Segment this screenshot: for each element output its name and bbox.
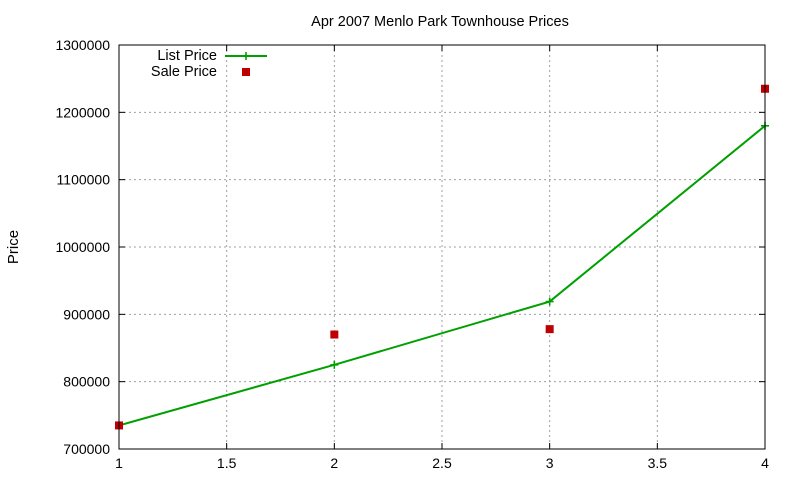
- legend-label-sale-price: Sale Price: [151, 64, 217, 80]
- y-axis-label: Price: [5, 230, 22, 264]
- x-tick-label: 1: [115, 455, 123, 471]
- y-tick-label: 1000000: [55, 239, 110, 255]
- x-tick-label: 3: [546, 455, 554, 471]
- x-tick-label: 3.5: [648, 455, 668, 471]
- legend-marker: [242, 68, 250, 76]
- legend-label-list-price: List Price: [157, 48, 217, 64]
- data-point-list-price: [545, 297, 554, 306]
- data-point-sale-price: [330, 330, 339, 339]
- y-tick-label: 1200000: [55, 104, 110, 120]
- legend-key-list-price: [225, 52, 267, 60]
- plot-border: [118, 44, 766, 450]
- x-tick-label: 2.5: [432, 455, 452, 471]
- data-point-list-price: [330, 360, 339, 369]
- x-tick-label: 1.5: [217, 455, 237, 471]
- grid-lines: [119, 45, 765, 449]
- chart-title: Apr 2007 Menlo Park Townhouse Prices: [311, 14, 569, 30]
- x-tick-label: 4: [761, 455, 769, 471]
- y-tick-label: 1100000: [57, 172, 111, 188]
- legend: List Price Sale Price: [151, 48, 267, 80]
- y-tick-label: 1300000: [55, 37, 110, 53]
- y-tick-label: 900000: [63, 306, 110, 322]
- y-tick-label: 700000: [63, 441, 110, 457]
- series-line-list-price: [118, 125, 766, 427]
- y-axis-ticks: 700000 800000 900000 1000000 1100000 1200000 1…: [55, 37, 765, 457]
- x-tick-label: 2: [330, 455, 338, 471]
- data-point-sale-price: [545, 325, 554, 334]
- legend-marker: [242, 52, 250, 60]
- legend-key-sale-price: [242, 68, 250, 76]
- x-axis-ticks: 1 1.5 2 2.5 3 3.5 4: [115, 45, 769, 471]
- y-tick-label: 800000: [63, 374, 110, 390]
